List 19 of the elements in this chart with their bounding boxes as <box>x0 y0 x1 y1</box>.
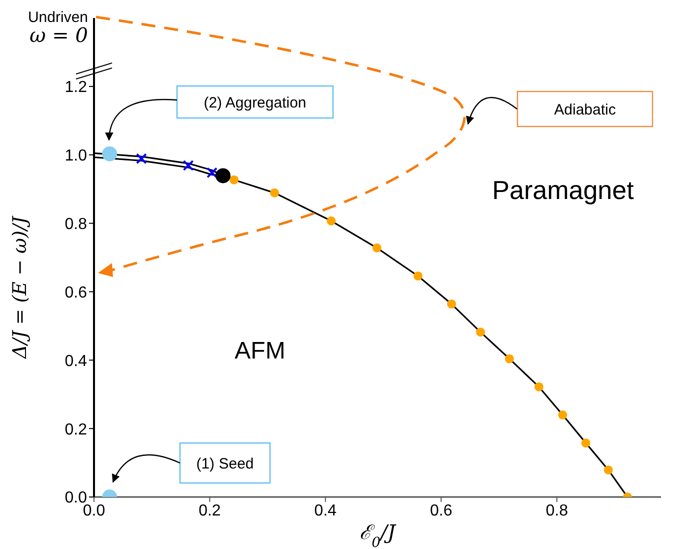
y-tick-label: 0.6 <box>64 284 88 302</box>
annotation: Adiabatic <box>554 101 616 118</box>
x-tick-label: 0.0 <box>82 502 106 520</box>
annotation: (2) Aggregation <box>204 94 306 112</box>
x-tick-label: 0.6 <box>430 502 452 520</box>
x-axis-title: ℰ$_{0}$/J <box>360 520 396 549</box>
y-tick-label: 1.0 <box>64 148 88 165</box>
y-axis-title: Δ/J = (E − ω)/J <box>9 215 31 360</box>
y-tick-label: 0.2 <box>64 421 88 438</box>
annotation: AFM <box>234 337 286 364</box>
y-tick-label: 0.8 <box>64 216 88 233</box>
annotation: Paramagnet <box>492 175 635 206</box>
x-tick-label: 0.2 <box>198 502 221 520</box>
x-tick-label: 0.8 <box>546 502 568 520</box>
y-tick-label: 0.4 <box>64 352 88 370</box>
annotation: (1) Seed <box>196 455 254 472</box>
y-tick-label: 1.2 <box>64 79 88 96</box>
text: Undriven ω = 0 <box>28 9 88 47</box>
x-tick-label: 0.4 <box>314 502 337 520</box>
